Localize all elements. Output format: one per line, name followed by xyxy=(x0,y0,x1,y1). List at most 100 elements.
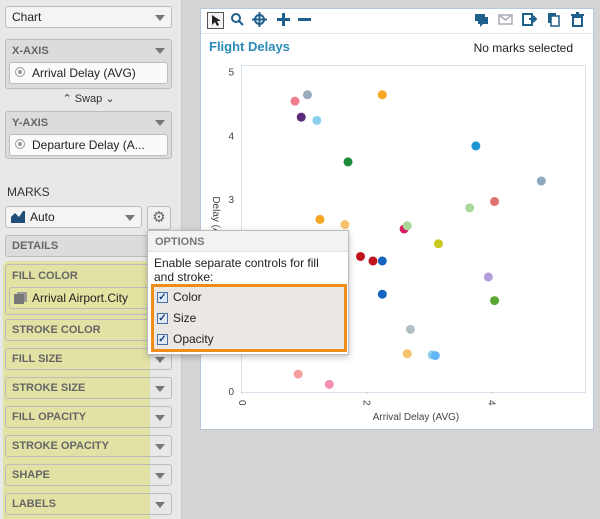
scatter-point[interactable] xyxy=(402,221,412,231)
options-highlight-box: ✓ Color ✓ Size ✓ Opacity xyxy=(151,284,347,352)
scatter-point[interactable] xyxy=(315,214,325,224)
scatter-point[interactable] xyxy=(490,197,500,207)
chevron-down-icon[interactable] xyxy=(155,386,165,392)
chart-title: Flight Delays xyxy=(209,39,290,54)
swap-axes-button[interactable]: ⌃ Swap ⌄ xyxy=(62,93,115,105)
gear-icon[interactable]: ⚙ xyxy=(147,206,171,230)
scatter-point[interactable] xyxy=(377,90,387,100)
shape-label: SHAPE xyxy=(12,469,50,481)
scatter-point[interactable] xyxy=(312,115,322,125)
scatter-point[interactable] xyxy=(490,296,500,306)
option-size-label: Size xyxy=(173,311,197,325)
scatter-point[interactable] xyxy=(402,349,412,359)
option-color[interactable]: ✓ Color xyxy=(154,287,344,308)
checkbox-color[interactable]: ✓ xyxy=(157,292,168,303)
scatter-point[interactable] xyxy=(296,112,306,122)
scatter-point[interactable] xyxy=(471,141,481,151)
option-color-label: Color xyxy=(173,290,202,304)
options-popup: OPTIONS Enable separate controls for fil… xyxy=(147,230,349,355)
x-axis-title: Arrival Delay (AVG) xyxy=(373,412,460,423)
scatter-point[interactable] xyxy=(405,324,415,334)
scatter-point[interactable] xyxy=(355,251,365,261)
fill-color-label: FILL COLOR xyxy=(12,270,78,282)
y-axis-header: Y-AXIS xyxy=(6,112,171,134)
scatter-point[interactable] xyxy=(433,239,443,249)
scatter-point[interactable] xyxy=(293,369,303,379)
scatter-point[interactable] xyxy=(483,272,493,282)
checkbox-opacity[interactable]: ✓ xyxy=(157,334,168,345)
pan-icon[interactable] xyxy=(251,12,268,29)
stroke-color-label: STROKE COLOR xyxy=(12,324,101,336)
chart-type-dropdown[interactable]: Chart xyxy=(5,6,172,28)
x-tick-label: 2 xyxy=(361,400,372,406)
zoom-out-icon[interactable] xyxy=(296,12,313,29)
scatter-point[interactable] xyxy=(377,256,387,266)
scatter-point[interactable] xyxy=(377,289,387,299)
option-size[interactable]: ✓ Size xyxy=(154,308,344,329)
labels-label: LABELS xyxy=(12,498,56,510)
options-description: Enable separate controls for fill and st… xyxy=(154,256,319,284)
x-axis-label: X-AXIS xyxy=(12,45,49,57)
chevron-down-icon[interactable] xyxy=(155,473,165,479)
delete-icon[interactable] xyxy=(569,12,586,29)
fill-color-field-pill[interactable]: Arrival Airport.City xyxy=(9,287,168,309)
chevron-down-icon[interactable] xyxy=(155,48,165,54)
shape-shelf[interactable]: SHAPE xyxy=(5,464,172,486)
fill-size-label: FILL SIZE xyxy=(12,353,63,365)
select-icon[interactable] xyxy=(207,12,224,29)
chart-type-label: Chart xyxy=(12,10,42,24)
copy-icon[interactable] xyxy=(545,12,562,29)
y-tick-label: 4 xyxy=(228,131,234,142)
scatter-point[interactable] xyxy=(536,176,546,186)
zoom-icon[interactable] xyxy=(229,12,246,29)
scatter-point[interactable] xyxy=(343,157,353,167)
y-axis-title: Delay (AVG) xyxy=(210,196,221,251)
chevron-down-icon[interactable] xyxy=(155,357,165,363)
x-axis-field-pill[interactable]: Arrival Delay (AVG) xyxy=(9,62,168,84)
marks-section-label: MARKS xyxy=(7,185,50,199)
chevron-down-icon[interactable] xyxy=(155,502,165,508)
zoom-in-icon[interactable] xyxy=(275,12,292,29)
stroke-opacity-shelf[interactable]: STROKE OPACITY xyxy=(5,435,172,457)
fill-color-field: Arrival Airport.City xyxy=(32,291,129,305)
plot-area[interactable] xyxy=(241,65,586,393)
fill-size-shelf[interactable]: FILL SIZE xyxy=(5,348,172,370)
area-chart-icon xyxy=(11,211,25,223)
option-opacity[interactable]: ✓ Opacity xyxy=(154,329,344,350)
stroke-size-shelf[interactable]: STROKE SIZE xyxy=(5,377,172,399)
scatter-point[interactable] xyxy=(430,351,440,361)
scatter-point[interactable] xyxy=(340,220,350,230)
y-axis-field: Departure Delay (A... xyxy=(32,138,145,152)
checkbox-size[interactable]: ✓ xyxy=(157,313,168,324)
chevron-down-icon[interactable] xyxy=(155,120,165,126)
scatter-chart: 012345024 Arrival Delay (AVG) Delay (AVG… xyxy=(210,67,546,423)
y-axis-field-pill[interactable]: Departure Delay (A... xyxy=(9,134,168,156)
labels-shelf[interactable]: LABELS xyxy=(5,493,172,515)
y-tick-label: 0 xyxy=(228,387,234,398)
chart-toolbar xyxy=(201,9,593,34)
measure-icon xyxy=(15,67,25,77)
y-axis-label: Y-AXIS xyxy=(12,117,49,129)
scatter-point[interactable] xyxy=(324,379,334,389)
chevron-down-icon[interactable] xyxy=(155,444,165,450)
stroke-size-label: STROKE SIZE xyxy=(12,382,86,394)
details-shelf[interactable]: DETAILS xyxy=(5,235,172,257)
fill-opacity-label: FILL OPACITY xyxy=(12,411,87,423)
x-axis-header: X-AXIS xyxy=(6,40,171,62)
scatter-point[interactable] xyxy=(368,256,378,266)
chevron-down-icon xyxy=(125,215,135,221)
scatter-point[interactable] xyxy=(290,96,300,106)
fill-opacity-shelf[interactable]: FILL OPACITY xyxy=(5,406,172,428)
x-tick-label: 4 xyxy=(485,400,496,406)
mail-icon[interactable] xyxy=(497,12,514,29)
x-tick-label: 0 xyxy=(236,400,247,406)
options-header: OPTIONS xyxy=(148,231,348,252)
y-tick-label: 3 xyxy=(228,195,234,206)
scatter-point[interactable] xyxy=(302,90,312,100)
chevron-down-icon[interactable] xyxy=(155,415,165,421)
marks-type-dropdown[interactable]: Auto xyxy=(5,206,142,228)
export-icon[interactable] xyxy=(521,12,538,29)
scatter-point[interactable] xyxy=(465,203,475,213)
comment-icon[interactable] xyxy=(473,12,490,29)
measure-icon xyxy=(15,139,25,149)
